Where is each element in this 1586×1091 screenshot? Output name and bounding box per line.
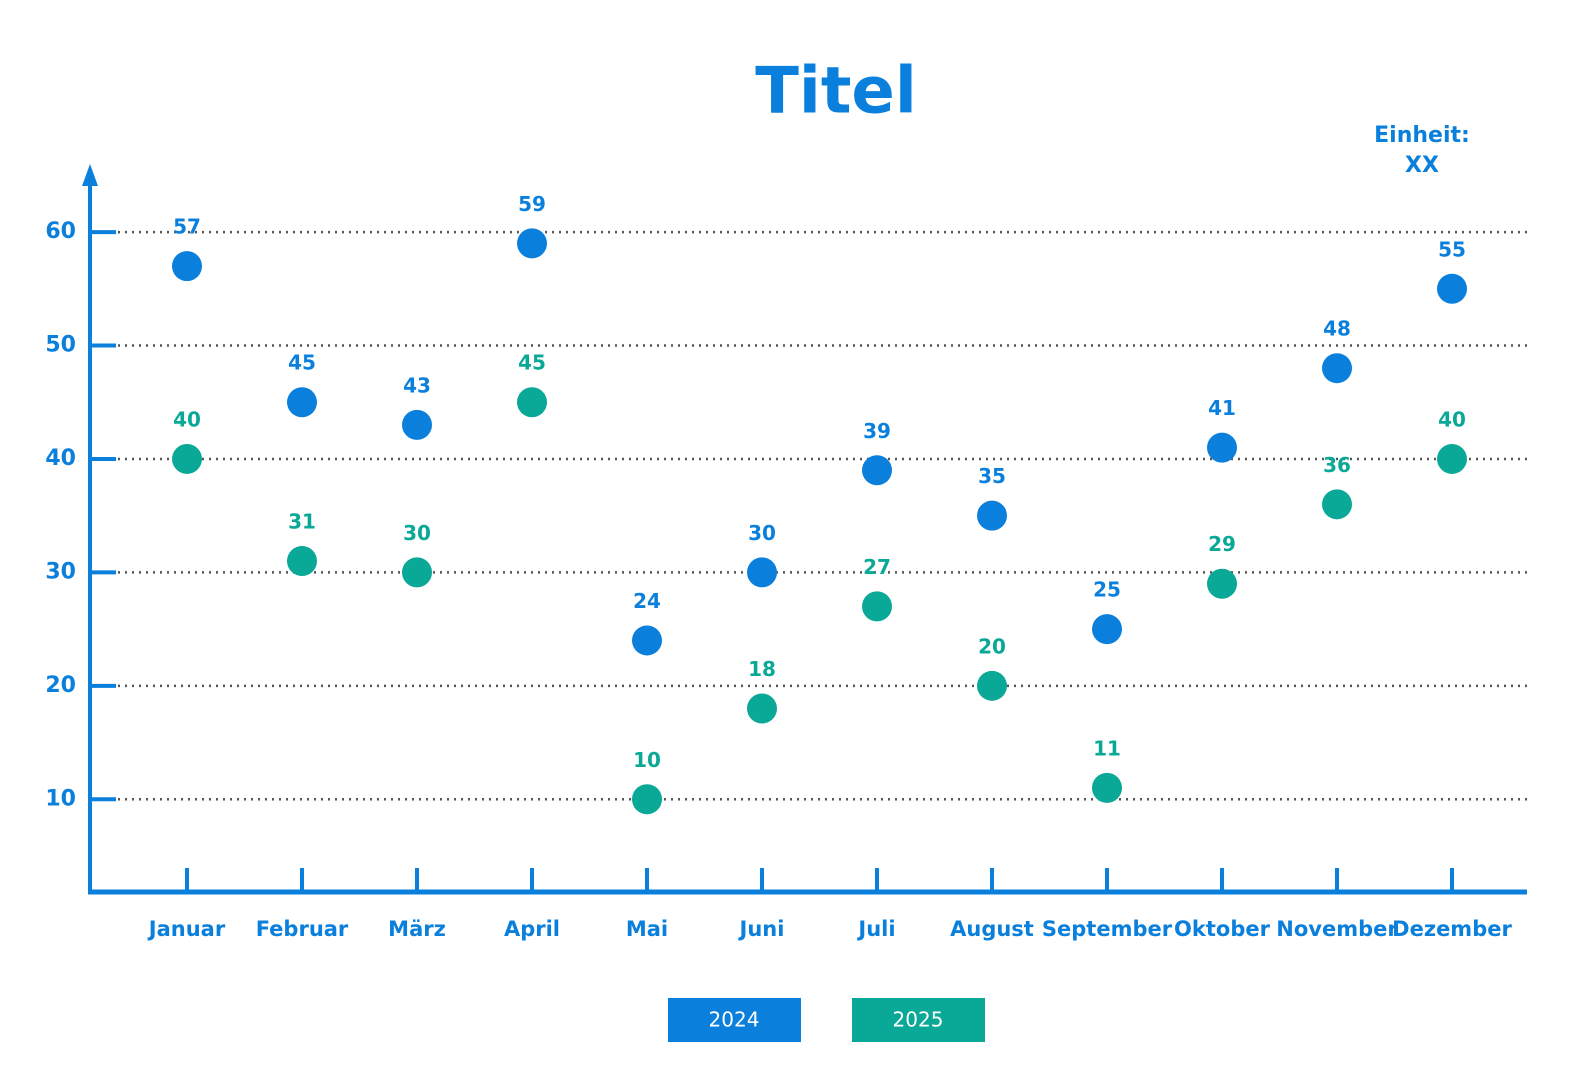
- data-point: [172, 251, 202, 282]
- x-tick-label: Juli: [856, 917, 895, 941]
- data-label: 48: [1323, 317, 1351, 341]
- data-label: 31: [288, 510, 316, 534]
- data-label: 20: [978, 634, 1006, 658]
- data-point: [287, 387, 317, 418]
- x-tick-label: September: [1042, 917, 1173, 941]
- data-point: [1092, 614, 1122, 645]
- data-point: [1207, 568, 1237, 599]
- data-label: 43: [403, 373, 431, 397]
- chart-title: Titel: [755, 55, 917, 129]
- data-point: [287, 546, 317, 577]
- legend-swatch: [668, 998, 801, 1042]
- x-tick-label: November: [1276, 917, 1398, 941]
- x-tick-label: Mai: [626, 917, 668, 941]
- data-point: [977, 500, 1007, 531]
- data-point: [1092, 772, 1122, 803]
- data-label: 45: [288, 351, 316, 375]
- y-tick-label: 50: [45, 333, 76, 358]
- data-point: [517, 387, 547, 418]
- data-label: 10: [633, 748, 661, 772]
- y-tick-label: 60: [45, 219, 76, 244]
- y-tick-label: 20: [45, 673, 76, 698]
- data-label: 25: [1093, 578, 1121, 602]
- data-label: 40: [1438, 407, 1466, 431]
- x-tick-label: Juni: [738, 917, 785, 941]
- data-label: 30: [403, 521, 431, 545]
- data-point: [517, 228, 547, 259]
- data-label: 35: [978, 464, 1006, 488]
- data-label: 18: [748, 657, 776, 681]
- data-point: [1322, 353, 1352, 384]
- y-axis-arrow: [82, 164, 98, 186]
- data-label: 45: [518, 351, 546, 375]
- data-point: [172, 443, 202, 474]
- data-point: [632, 784, 662, 815]
- x-tick-label: Dezember: [1392, 917, 1512, 941]
- x-tick-label: Februar: [256, 917, 349, 941]
- data-label: 55: [1438, 237, 1466, 261]
- unit-label: Einheit:: [1374, 123, 1470, 148]
- y-tick-label: 30: [45, 559, 76, 584]
- data-label: 30: [748, 521, 776, 545]
- data-label: 57: [173, 215, 201, 239]
- data-point: [862, 591, 892, 622]
- data-label: 40: [173, 407, 201, 431]
- data-label: 27: [863, 555, 891, 579]
- data-label: 59: [518, 192, 546, 216]
- data-point: [747, 557, 777, 588]
- y-tick-label: 40: [45, 446, 76, 471]
- legend-label: 2025: [893, 1008, 944, 1032]
- data-label: 29: [1208, 532, 1236, 556]
- x-tick-label: Oktober: [1174, 917, 1271, 941]
- data-label: 41: [1208, 396, 1236, 420]
- x-tick-label: März: [388, 917, 446, 941]
- x-tick-label: Januar: [147, 917, 226, 941]
- data-point: [402, 557, 432, 588]
- data-point: [1437, 273, 1467, 304]
- y-tick-label: 10: [45, 786, 76, 811]
- x-tick-label: April: [504, 917, 560, 941]
- data-label: 39: [863, 419, 891, 443]
- data-label: 11: [1093, 736, 1121, 760]
- data-point: [402, 409, 432, 440]
- data-point: [1437, 443, 1467, 474]
- data-point: [747, 693, 777, 724]
- data-point: [977, 670, 1007, 701]
- legend-label: 2024: [709, 1008, 760, 1032]
- data-label: 36: [1323, 453, 1351, 477]
- data-point: [1207, 432, 1237, 463]
- unit-label: XX: [1405, 153, 1439, 178]
- data-label: 24: [633, 589, 661, 613]
- data-point: [862, 455, 892, 486]
- legend-swatch: [852, 998, 985, 1042]
- x-tick-label: August: [950, 917, 1034, 941]
- data-point: [1322, 489, 1352, 520]
- data-point: [632, 625, 662, 656]
